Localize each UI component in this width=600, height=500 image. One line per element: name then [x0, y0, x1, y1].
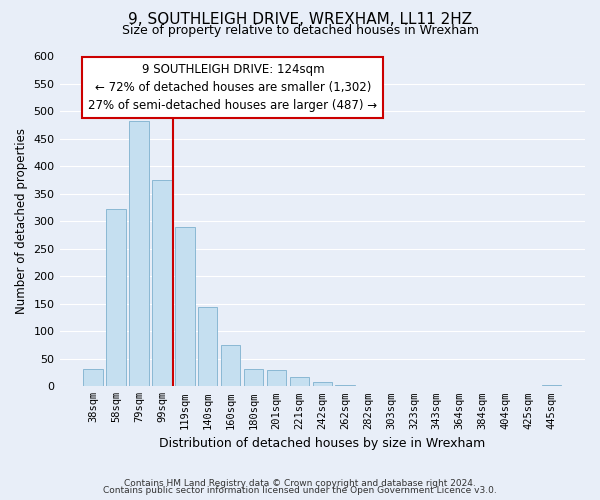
Bar: [83, 368, 103, 386]
Bar: [106, 210, 126, 386]
Bar: [542, 385, 561, 386]
Bar: [198, 306, 217, 386]
Bar: [152, 180, 172, 386]
Bar: [244, 368, 263, 386]
Bar: [221, 345, 241, 387]
Text: Contains HM Land Registry data © Crown copyright and database right 2024.: Contains HM Land Registry data © Crown c…: [124, 478, 476, 488]
Bar: [267, 370, 286, 386]
Bar: [175, 227, 194, 386]
Bar: [129, 122, 149, 386]
Bar: [290, 377, 309, 386]
Text: Contains public sector information licensed under the Open Government Licence v3: Contains public sector information licen…: [103, 486, 497, 495]
Bar: [313, 382, 332, 386]
Text: Size of property relative to detached houses in Wrexham: Size of property relative to detached ho…: [121, 24, 479, 37]
X-axis label: Distribution of detached houses by size in Wrexham: Distribution of detached houses by size …: [159, 437, 485, 450]
Bar: [335, 384, 355, 386]
Text: 9 SOUTHLEIGH DRIVE: 124sqm
← 72% of detached houses are smaller (1,302)
27% of s: 9 SOUTHLEIGH DRIVE: 124sqm ← 72% of deta…: [88, 63, 377, 112]
Text: 9, SOUTHLEIGH DRIVE, WREXHAM, LL11 2HZ: 9, SOUTHLEIGH DRIVE, WREXHAM, LL11 2HZ: [128, 12, 472, 28]
Y-axis label: Number of detached properties: Number of detached properties: [15, 128, 28, 314]
